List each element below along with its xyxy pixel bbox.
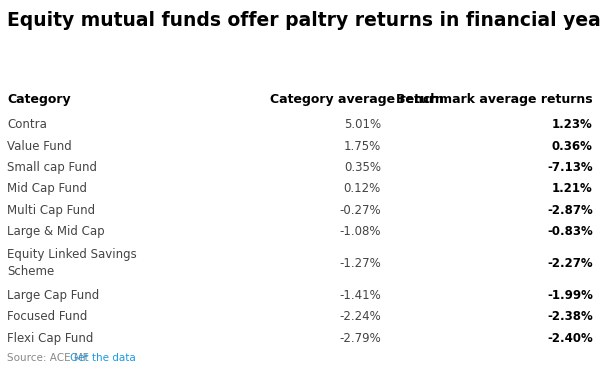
Text: Value Fund: Value Fund (7, 140, 72, 153)
Text: Category: Category (7, 93, 71, 106)
Text: Benchmark average returns: Benchmark average returns (396, 93, 593, 106)
Text: -2.38%: -2.38% (547, 310, 593, 323)
Text: Multi Cap Fund: Multi Cap Fund (7, 204, 95, 217)
Text: Equity mutual funds offer paltry returns in financial year 2022-23: Equity mutual funds offer paltry returns… (7, 11, 600, 30)
Text: Mid Cap Fund: Mid Cap Fund (7, 182, 87, 195)
Text: Category average return: Category average return (270, 93, 444, 106)
Text: Get the data: Get the data (70, 352, 136, 363)
Text: -1.08%: -1.08% (340, 225, 381, 238)
Text: 0.36%: 0.36% (552, 140, 593, 153)
Text: Equity Linked Savings
Scheme: Equity Linked Savings Scheme (7, 248, 137, 279)
Text: Source: ACE MF ·: Source: ACE MF · (7, 352, 98, 363)
Text: Flexi Cap Fund: Flexi Cap Fund (7, 331, 94, 345)
Text: -0.83%: -0.83% (547, 225, 593, 238)
Text: 5.01%: 5.01% (344, 118, 381, 132)
Text: Large & Mid Cap: Large & Mid Cap (7, 225, 105, 238)
Text: -2.24%: -2.24% (339, 310, 381, 323)
Text: -0.27%: -0.27% (340, 204, 381, 217)
Text: -1.41%: -1.41% (339, 289, 381, 302)
Text: -2.87%: -2.87% (547, 204, 593, 217)
Text: -2.79%: -2.79% (339, 331, 381, 345)
Text: 0.35%: 0.35% (344, 161, 381, 174)
Text: -7.13%: -7.13% (547, 161, 593, 174)
Text: -1.27%: -1.27% (339, 257, 381, 270)
Text: 1.23%: 1.23% (552, 118, 593, 132)
Text: Focused Fund: Focused Fund (7, 310, 88, 323)
Text: 1.21%: 1.21% (552, 182, 593, 195)
Text: Large Cap Fund: Large Cap Fund (7, 289, 100, 302)
Text: Small cap Fund: Small cap Fund (7, 161, 97, 174)
Text: 0.12%: 0.12% (344, 182, 381, 195)
Text: -2.27%: -2.27% (547, 257, 593, 270)
Text: -1.99%: -1.99% (547, 289, 593, 302)
Text: Contra: Contra (7, 118, 47, 132)
Text: 1.75%: 1.75% (344, 140, 381, 153)
Text: -2.40%: -2.40% (547, 331, 593, 345)
